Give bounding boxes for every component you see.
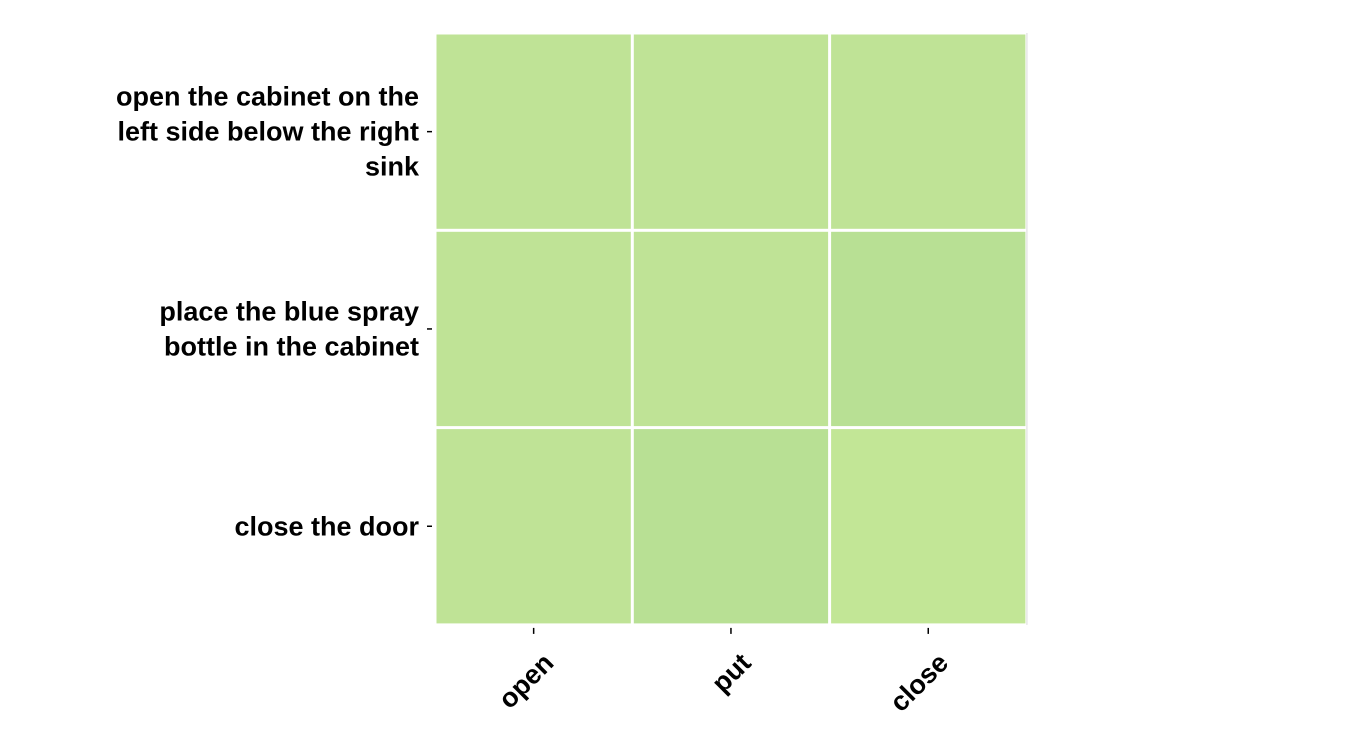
x-tick-label-2: close — [884, 648, 954, 718]
x-tick-label-1: put — [706, 648, 757, 699]
y-tick-label-0-line-2: sink — [365, 152, 420, 182]
y-tick-label-0-line-0: open the cabinet on the — [116, 82, 419, 112]
y-tick-label-2-line-0: close the door — [234, 511, 419, 541]
heatmap-cell-r2-c0 — [436, 429, 631, 624]
heatmap-cell-r2-c2 — [831, 429, 1026, 624]
heatmap-cell-r2-c1 — [633, 429, 829, 624]
y-tick-label-1-line-1: bottle in the cabinet — [164, 331, 419, 361]
heatmap-cell-r1-c1 — [633, 231, 829, 427]
y-tick-label-1-line-0: place the blue spray — [159, 296, 419, 326]
heatmap-cell-r1-c2 — [831, 231, 1026, 427]
heatmap-cell-r0-c0 — [436, 34, 631, 229]
heatmap-cell-r0-c1 — [633, 34, 829, 229]
heatmap-cell-r1-c0 — [436, 231, 631, 427]
x-tick-label-0: open — [493, 648, 560, 715]
y-tick-label-0-line-1: left side below the right — [117, 117, 419, 147]
heatmap-cell-r0-c2 — [831, 34, 1026, 229]
